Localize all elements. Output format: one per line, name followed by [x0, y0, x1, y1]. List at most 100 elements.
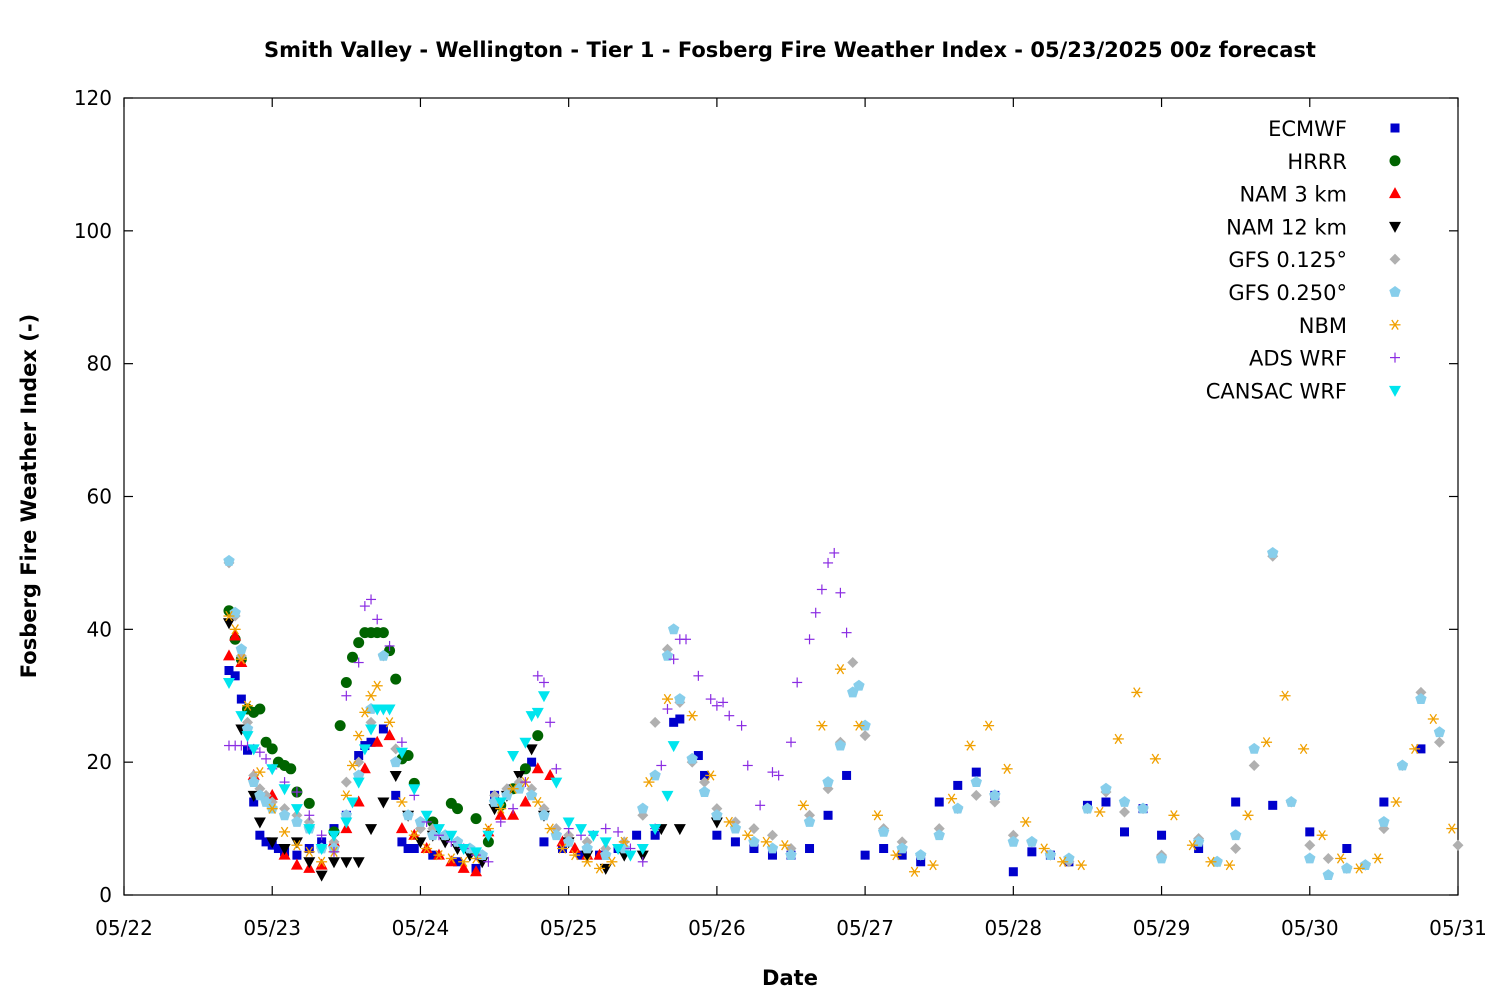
data-point: [395, 822, 408, 834]
data-point: [1322, 869, 1335, 880]
data-point: [222, 618, 235, 630]
data-point: [853, 679, 865, 691]
legend-label: NAM 3 km: [1239, 183, 1347, 207]
data-point: [544, 823, 556, 834]
legend-marker: [1389, 187, 1401, 199]
data-point: [1305, 827, 1315, 837]
data-point: [278, 784, 291, 796]
data-point: [520, 777, 531, 788]
data-point: [1433, 726, 1446, 738]
data-point: [1452, 839, 1464, 851]
data-point: [946, 793, 958, 804]
legend-marker: [1389, 221, 1401, 233]
x-tick-label: 05/22: [95, 916, 153, 940]
data-point: [952, 802, 964, 814]
data-point: [841, 627, 852, 638]
data-point: [223, 610, 235, 622]
data-point: [594, 863, 606, 874]
data-point: [1353, 863, 1365, 874]
data-point: [681, 634, 692, 645]
series-gfs-0-125: [223, 550, 1464, 874]
data-point: [507, 751, 520, 763]
data-point: [1298, 743, 1310, 755]
data-point: [1149, 753, 1161, 765]
data-point: [539, 837, 549, 847]
data-point: [742, 830, 754, 841]
data-point: [970, 776, 982, 787]
legend-label: ECMWF: [1268, 117, 1347, 141]
data-point: [556, 843, 568, 854]
data-point: [1379, 797, 1389, 807]
data-point: [266, 803, 278, 814]
data-point: [315, 870, 328, 882]
data-point: [927, 859, 939, 871]
data-point: [971, 767, 981, 777]
data-point: [545, 717, 556, 728]
legend-marker: [1390, 352, 1400, 363]
data-point: [705, 770, 717, 781]
data-point: [1027, 847, 1037, 857]
data-point: [222, 677, 235, 689]
data-point: [532, 670, 543, 681]
data-point: [823, 810, 833, 820]
data-point: [1335, 853, 1347, 864]
data-point: [1007, 835, 1020, 847]
y-tick-label: 100: [74, 219, 112, 243]
data-point: [372, 614, 383, 625]
data-point: [1316, 830, 1328, 841]
data-point: [712, 830, 722, 840]
data-point: [229, 624, 241, 635]
x-tick-label: 05/25: [540, 916, 598, 940]
data-point: [934, 797, 944, 807]
data-point: [328, 846, 339, 857]
data-point: [538, 677, 549, 688]
data-point: [698, 786, 711, 797]
data-point: [371, 680, 383, 691]
data-point: [847, 657, 859, 669]
legend-marker: [1389, 155, 1401, 167]
data-point: [353, 730, 365, 741]
data-point: [600, 823, 611, 834]
data-point: [810, 607, 821, 618]
data-point: [1205, 856, 1217, 867]
data-point: [433, 849, 445, 861]
data-point: [327, 830, 340, 842]
data-point: [353, 657, 364, 668]
data-point: [408, 830, 420, 841]
data-point: [1038, 843, 1050, 854]
data-point: [711, 809, 723, 821]
data-point: [278, 809, 291, 821]
data-point: [223, 554, 235, 566]
data-point: [390, 673, 402, 685]
data-point: [525, 744, 538, 756]
data-point: [384, 640, 395, 651]
data-point: [673, 824, 686, 836]
data-point: [805, 844, 815, 854]
data-point: [253, 817, 266, 829]
data-point: [755, 800, 766, 811]
x-tick-label: 05/29: [1133, 916, 1191, 940]
y-tick-label: 40: [87, 617, 112, 641]
data-point: [389, 770, 402, 782]
data-point: [303, 797, 315, 809]
data-series: [222, 546, 1464, 882]
data-point: [229, 629, 242, 641]
x-tick-label: 05/28: [985, 916, 1043, 940]
data-point: [384, 717, 396, 728]
data-point: [1026, 835, 1038, 847]
data-point: [637, 856, 648, 867]
data-point: [254, 703, 266, 715]
data-point: [711, 700, 722, 711]
data-point: [347, 760, 359, 771]
data-point: [879, 844, 889, 854]
x-tick-label: 05/26: [688, 916, 746, 940]
data-point: [853, 720, 865, 731]
y-axis: 0 20 40 60 80 100 120: [74, 86, 1458, 907]
data-point: [1094, 806, 1106, 818]
data-point: [581, 856, 593, 867]
data-point: [377, 627, 389, 639]
data-point: [970, 789, 982, 801]
data-point: [1008, 867, 1018, 877]
data-point: [365, 824, 378, 836]
